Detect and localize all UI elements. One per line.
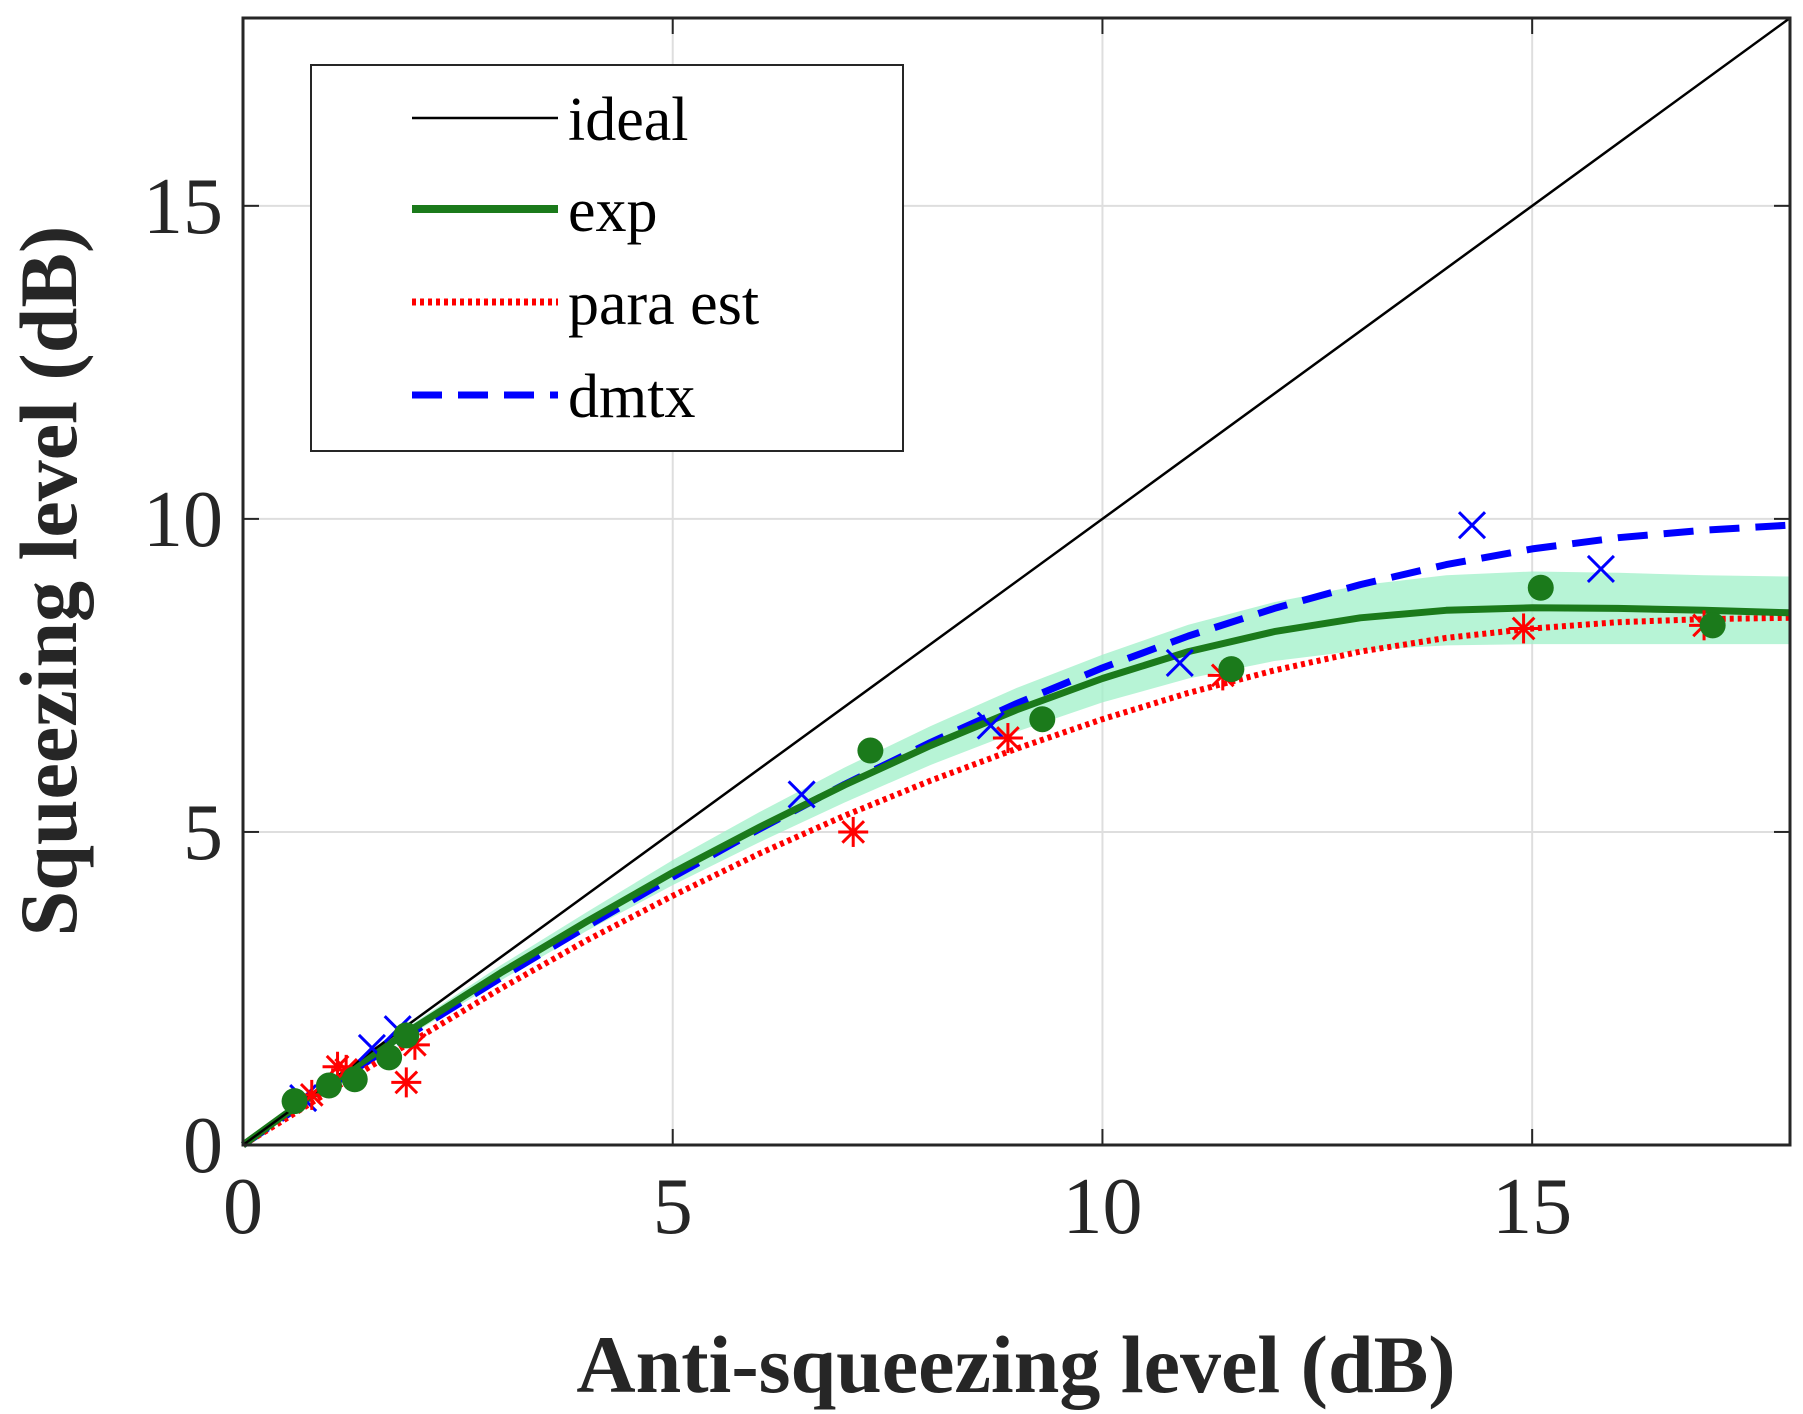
axis-ticks	[242, 18, 1790, 1146]
exp-point	[376, 1044, 403, 1071]
x-axis-title: Anti-squeezing level (dB)	[576, 1319, 1455, 1410]
exp-point	[1699, 612, 1726, 639]
exp-point	[1029, 706, 1056, 733]
dmtx-point-stroke	[1165, 648, 1194, 677]
y-tick-label: 5	[183, 789, 223, 877]
dmtx-point-stroke	[976, 711, 1005, 740]
dmtx-point-stroke	[357, 1033, 386, 1063]
exp-point	[1218, 656, 1245, 683]
exp-point	[315, 1072, 342, 1099]
dmtx-point	[787, 780, 816, 809]
dmtx-point	[1586, 554, 1615, 584]
dmtx-point-stroke	[1586, 554, 1615, 584]
exp-point	[281, 1088, 308, 1115]
exp-point	[393, 1022, 420, 1049]
dmtx-point	[976, 711, 1005, 740]
plot-frame	[241, 16, 1792, 1147]
x-tick-labels: 0 5 10 15	[223, 1163, 1572, 1251]
dmtx-point-stroke	[1457, 511, 1487, 540]
exp-point	[341, 1066, 368, 1093]
y-axis-title: Squeezing level (dB)	[3, 226, 94, 937]
legend-label-dmtx: dmtx	[568, 363, 695, 431]
para-est-point-stroke	[996, 726, 1020, 750]
x-tick-label: 0	[223, 1163, 263, 1251]
x-tick-label: 10	[1062, 1163, 1142, 1251]
series-markers	[281, 511, 1726, 1115]
para-est-point-stroke	[1511, 616, 1536, 641]
y-tick-label: 15	[143, 163, 223, 251]
dmtx-point-stroke	[787, 780, 816, 809]
para-est-point	[992, 723, 1023, 754]
legend-box	[310, 64, 904, 452]
dmtx-point	[1457, 511, 1487, 540]
para-est-point	[1508, 613, 1539, 644]
legend-label-exp: exp	[568, 177, 658, 245]
legend-label-para-est: para est	[568, 270, 759, 338]
dmtx-point	[1165, 648, 1194, 677]
legend: ideal exp para est dmtx	[310, 64, 904, 452]
para-est-point-stroke	[841, 820, 866, 844]
y-tick-label: 10	[143, 476, 223, 564]
exp-band-polygon	[243, 571, 1790, 1145]
para-est-point	[391, 1067, 422, 1098]
exp-confidence-band	[243, 571, 1790, 1145]
para-est-point	[838, 816, 869, 847]
exp-point	[1527, 574, 1554, 601]
legend-label-ideal: ideal	[568, 86, 689, 154]
y-tick-labels: 0 5 10 15	[143, 163, 223, 1190]
series-line-ideal	[242, 16, 1791, 1147]
exp-point	[857, 737, 884, 764]
x-tick-label: 15	[1492, 1163, 1572, 1251]
y-tick-label: 0	[183, 1102, 223, 1190]
para-est-point-stroke	[394, 1070, 419, 1095]
x-tick-label: 5	[653, 1163, 693, 1251]
